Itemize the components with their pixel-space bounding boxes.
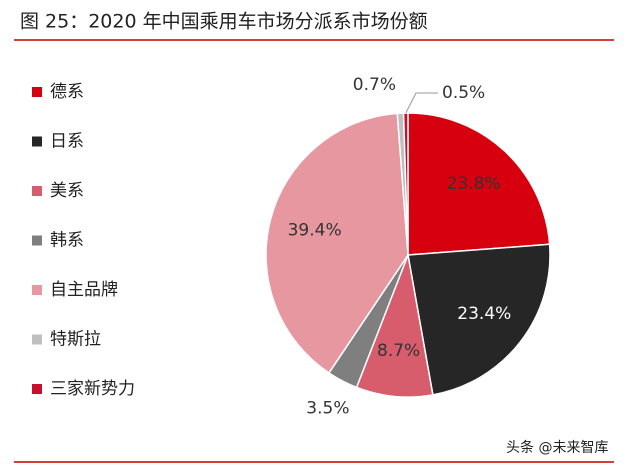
legend-swatch bbox=[32, 285, 42, 295]
pie-slice bbox=[265, 112, 409, 374]
data-label: 0.5% bbox=[442, 83, 485, 103]
legend-swatch bbox=[32, 87, 42, 97]
watermark: 头条 @未来智库 bbox=[506, 439, 608, 456]
data-label: 8.7% bbox=[377, 341, 420, 361]
chart-title: 图 25：2020 年中国乘用车市场分派系市场份额 bbox=[20, 11, 428, 33]
pie-slice bbox=[407, 112, 551, 256]
data-label: 23.4% bbox=[457, 304, 511, 324]
legend-label: 德系 bbox=[50, 82, 84, 102]
legend-label: 自主品牌 bbox=[50, 280, 118, 300]
legend-swatch bbox=[32, 334, 42, 345]
leader-line bbox=[405, 92, 438, 114]
legend-label: 美系 bbox=[50, 181, 84, 201]
legend-swatch bbox=[32, 235, 42, 246]
data-label: 0.7% bbox=[353, 75, 396, 95]
legend-label: 日系 bbox=[50, 132, 84, 152]
legend-label: 韩系 bbox=[50, 231, 84, 251]
pie-slice bbox=[407, 243, 551, 396]
data-label: 39.4% bbox=[288, 220, 342, 240]
legend-swatch bbox=[32, 136, 42, 147]
legend-label: 三家新势力 bbox=[50, 379, 135, 399]
legend-label: 特斯拉 bbox=[50, 330, 101, 350]
legend-swatch bbox=[32, 186, 42, 196]
data-label: 3.5% bbox=[306, 399, 349, 419]
legend-swatch bbox=[32, 384, 42, 394]
data-label: 23.8% bbox=[447, 174, 501, 194]
